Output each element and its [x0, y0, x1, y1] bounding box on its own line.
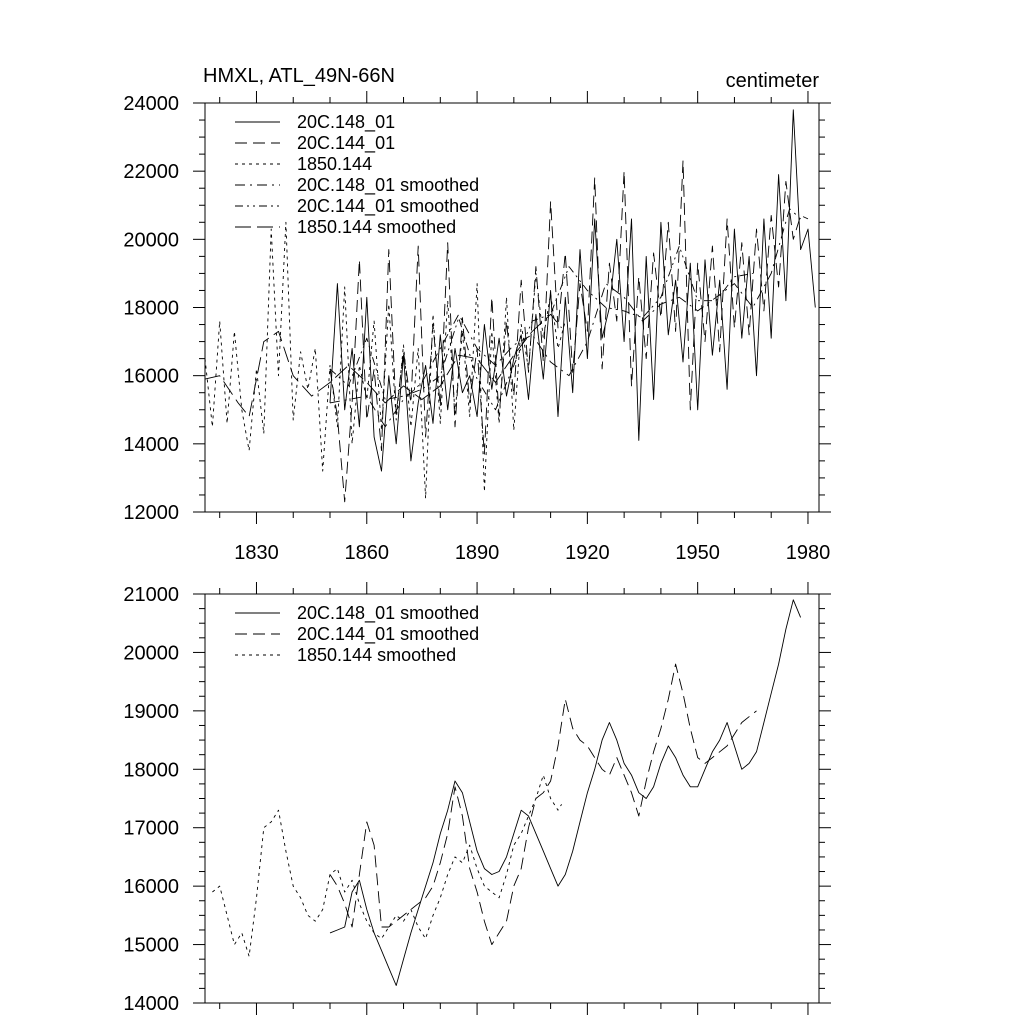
top-panel: HMXL, ATL_49N-66N centimeter 1830 1860 189…	[123, 65, 831, 564]
y-tick-label: 14000	[123, 434, 179, 456]
y-tick-label: 22000	[123, 161, 179, 183]
x-tick-label: 1860	[345, 542, 390, 564]
series-layer	[212, 599, 802, 986]
axis-ticks: 1830 1860 1890 1920 1950 1980 12000 14000 16000 1…	[123, 91, 831, 564]
series-layer	[204, 109, 816, 503]
units-label: centimeter	[726, 70, 820, 92]
x-tick-label: 1830	[234, 542, 279, 564]
y-tick-label: 15000	[123, 935, 179, 957]
y-tick-label: 16000	[123, 876, 179, 898]
y-tick-label: 14000	[123, 993, 179, 1015]
series-line-20c-144-01-smoothed	[329, 663, 757, 946]
chart-title: HMXL, ATL_49N-66N	[203, 65, 395, 87]
x-tick-label: 1920	[565, 542, 610, 564]
legend-label: 20C.148_01	[297, 112, 395, 133]
series-line-1850-144-smoothed	[204, 313, 562, 418]
legend-label: 1850.144 smoothed	[297, 645, 456, 665]
y-tick-label: 17000	[123, 818, 179, 840]
y-tick-label: 18000	[123, 298, 179, 320]
legend-label: 1850.144 smoothed	[297, 217, 456, 237]
series-line-20c-148-01-smoothed	[329, 599, 802, 986]
x-tick-label: 1890	[455, 542, 500, 564]
series-line-1850-144-smoothed	[212, 774, 562, 957]
legend-label: 20C.148_01 smoothed	[297, 175, 479, 196]
legend-label: 20C.148_01 smoothed	[297, 603, 479, 624]
bottom-panel: 14000 15000 16000 17000 18000 19000 20000 21000…	[123, 582, 831, 1015]
series-line-20c-148-01-smoothed	[329, 208, 801, 428]
y-tick-label: 19000	[123, 701, 179, 723]
y-tick-label: 20000	[123, 229, 179, 251]
legend-label: 20C.144_01 smoothed	[297, 624, 479, 645]
legend-label: 1850.144	[297, 154, 372, 174]
legend-label: 20C.144_01 smoothed	[297, 196, 479, 217]
y-tick-label: 16000	[123, 366, 179, 388]
y-tick-label: 21000	[123, 584, 179, 606]
x-tick-label: 1950	[675, 542, 720, 564]
y-tick-label: 24000	[123, 93, 179, 115]
x-tick-label: 1980	[786, 542, 831, 564]
legend-label: 20C.144_01	[297, 133, 395, 154]
y-tick-label: 20000	[123, 642, 179, 664]
y-tick-label: 12000	[123, 502, 179, 524]
series-line-20c-148-01	[329, 109, 816, 472]
axis-ticks: 14000 15000 16000 17000 18000 19000 20000 21000	[123, 582, 831, 1015]
y-tick-label: 18000	[123, 759, 179, 781]
